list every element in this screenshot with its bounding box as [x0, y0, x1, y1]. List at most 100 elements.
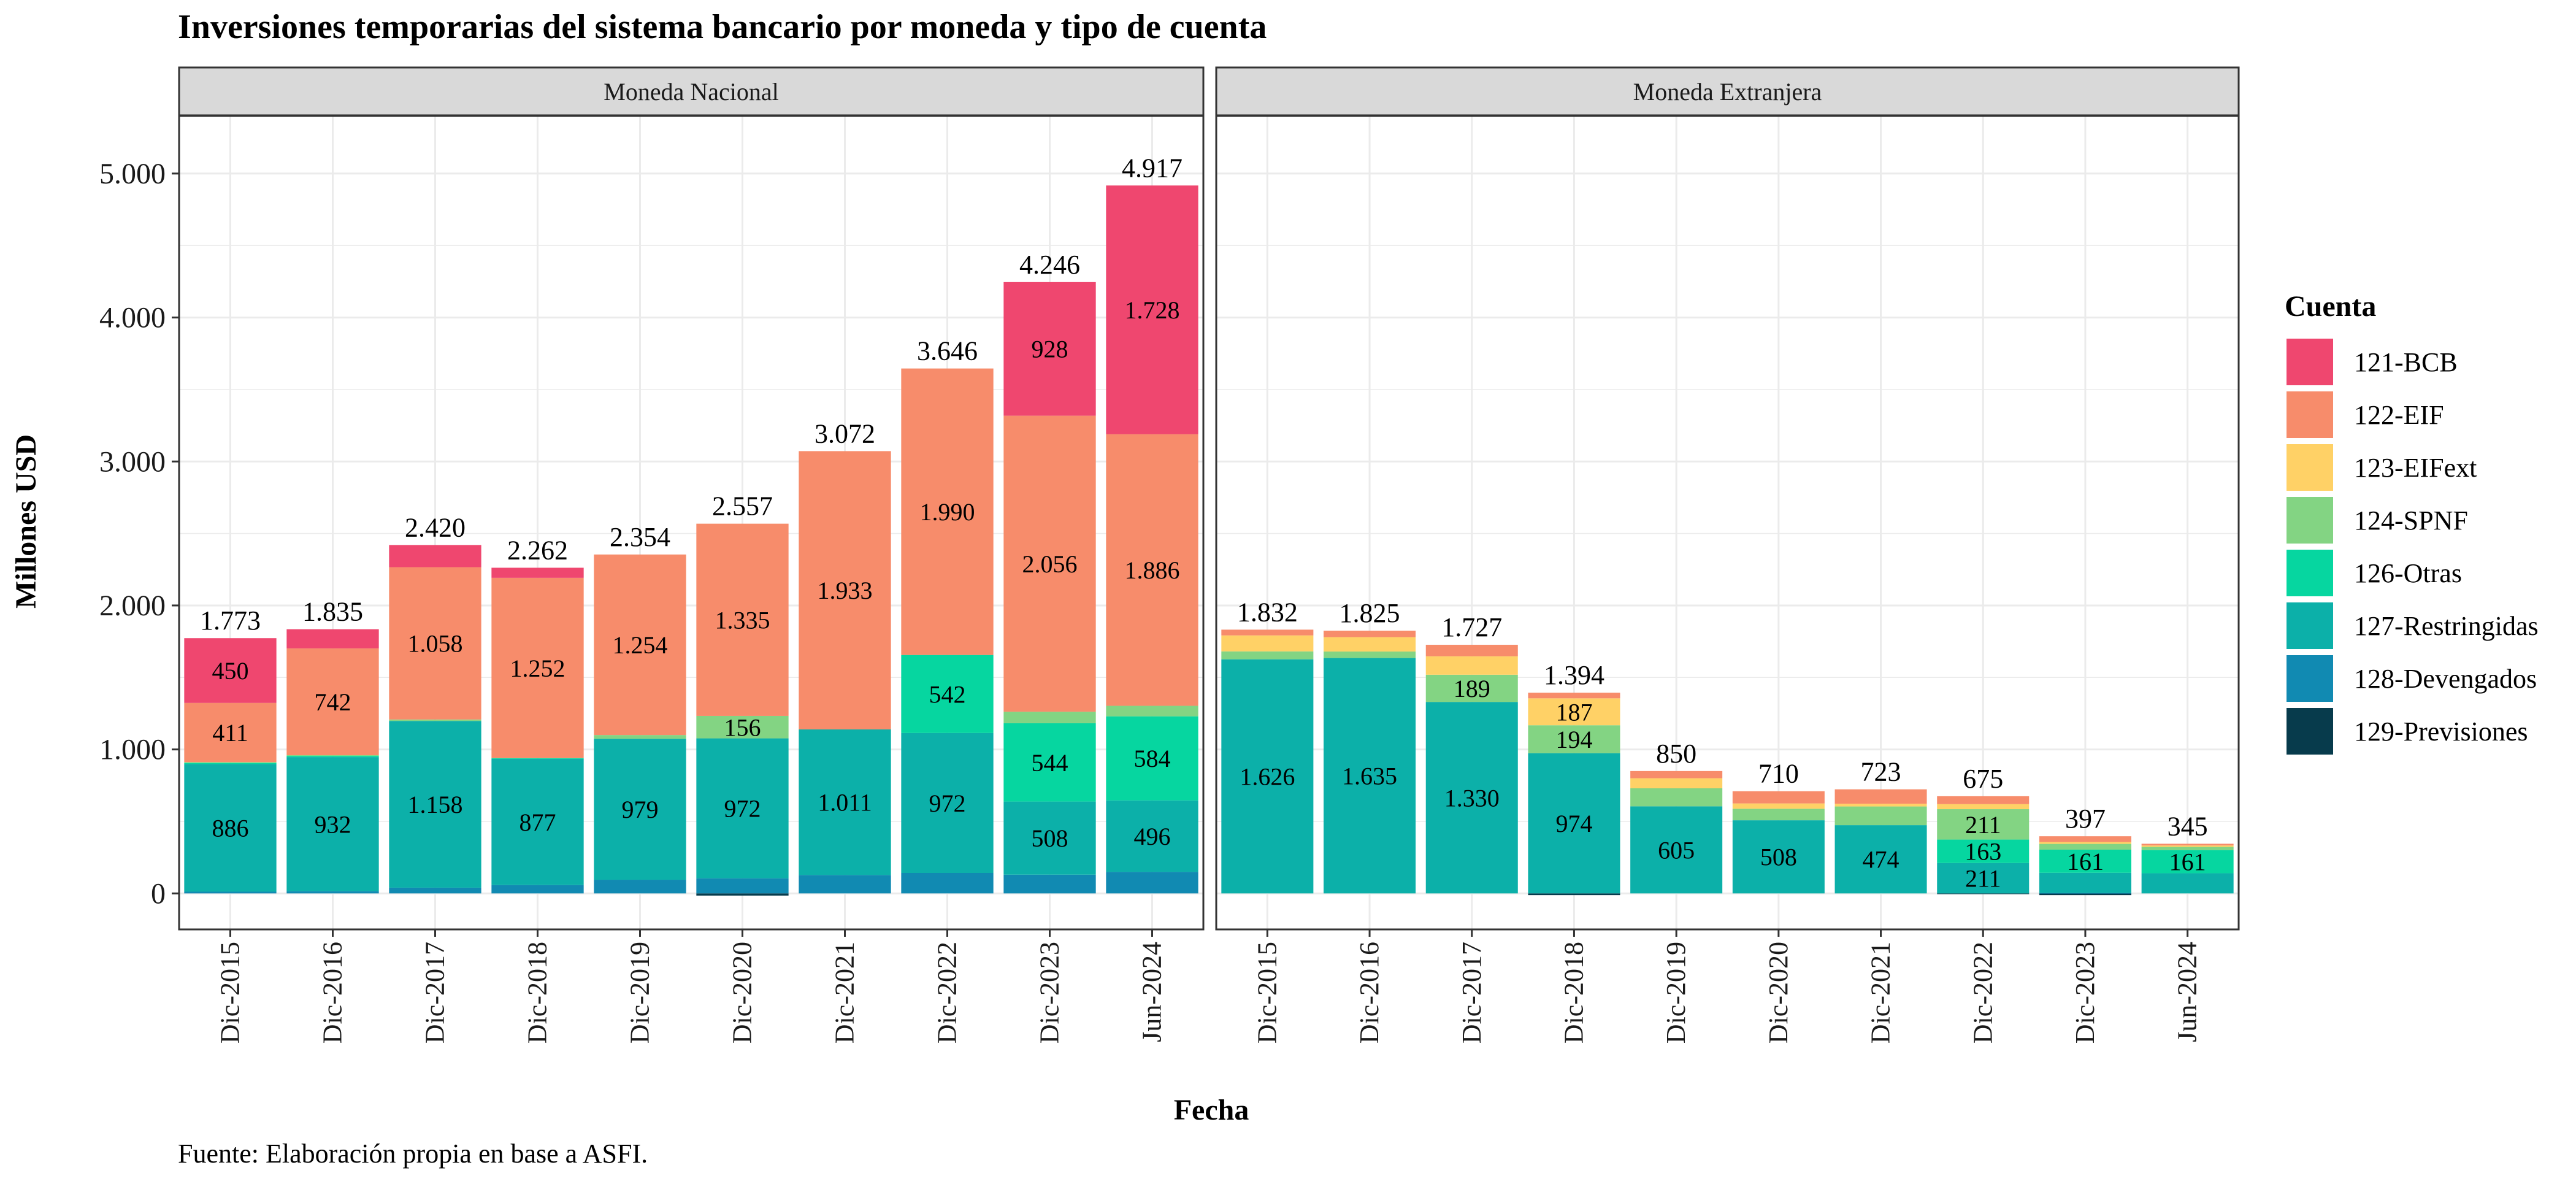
panel-strip [178, 66, 1205, 117]
legend-swatch [2287, 550, 2333, 596]
bar-segment [2039, 842, 2131, 844]
x-tick-label: Dic-2022 [932, 942, 962, 1044]
segment-value-label: 187 [1555, 698, 1592, 726]
segment-value-label: 2.056 [1022, 550, 1078, 578]
bar-segment [594, 739, 686, 880]
legend-label: 127-Restringidas [2354, 611, 2539, 641]
x-tick-label: Dic-2023 [1035, 942, 1065, 1044]
x-tick-label: Jun-2024 [1137, 942, 1167, 1042]
bar-segment [901, 655, 994, 733]
bar-segment [389, 567, 481, 720]
legend-item: 126-Otras [2287, 550, 2462, 596]
panel-moneda-extranjera: Moneda Extranjera 1.626 1.832 Dic-2015 1.635… [1215, 66, 2240, 1044]
segment-value-label: 877 [519, 809, 556, 836]
bar-segment [1630, 806, 1723, 894]
x-tick-label: Dic-2022 [1968, 942, 1998, 1044]
bar-segment [184, 763, 277, 764]
legend: Cuenta 121-BCB122-EIF123-EIFext124-SPNF1… [2285, 290, 2539, 755]
legend-item: 121-BCB [2287, 339, 2458, 385]
bar-stack-dic-2015: 1.626 1.832 [1221, 597, 1314, 894]
bar-segment [1630, 788, 1723, 807]
bar-segment [286, 756, 379, 758]
bar-segment [1324, 631, 1416, 637]
bar-segment [1834, 789, 1927, 804]
bar-segment [901, 732, 994, 874]
bar-stack-dic-2023: 508 544 2.056 928 4.246 [1003, 250, 1096, 894]
bar-segment [491, 758, 584, 885]
legend-label: 121-BCB [2354, 347, 2458, 377]
bar-segment [2039, 893, 2131, 896]
segment-value-label: 211 [1965, 811, 2001, 839]
bar-stack-dic-2023: 161 397 [2039, 804, 2131, 896]
bar-segment [1834, 825, 1927, 894]
x-tick-label: Dic-2016 [1354, 942, 1384, 1044]
bar-stack-dic-2021: 474 723 [1834, 757, 1927, 894]
bar-segment [696, 523, 789, 716]
chart-title: Inversiones temporarias del sistema banc… [178, 8, 1267, 46]
bar-segment [1003, 712, 1096, 723]
bar-segment [1937, 839, 2030, 863]
segment-value-label: 605 [1658, 836, 1695, 864]
bar-segment [1732, 820, 1825, 894]
x-tick-label: Dic-2023 [2070, 942, 2100, 1044]
bar-segment [491, 577, 584, 758]
x-tick-label: Dic-2021 [830, 942, 860, 1044]
bar-segment [389, 545, 481, 567]
legend-label: 124-SPNF [2354, 506, 2468, 536]
panel-strip-label: Moneda Extranjera [1633, 78, 1822, 106]
bar-segment [799, 875, 891, 894]
segment-value-label: 1.252 [510, 655, 565, 682]
x-tick-label: Dic-2020 [727, 942, 757, 1044]
bar-stack-dic-2016: 1.635 1.825 [1324, 598, 1416, 894]
bar-segment [1425, 702, 1518, 894]
bar-segment [1630, 778, 1723, 789]
legend-item: 122-EIF [2287, 391, 2444, 438]
bar-segment [1003, 415, 1096, 712]
bar-segment [1528, 698, 1620, 726]
bar-segment [1106, 716, 1198, 801]
bar-segment [286, 629, 379, 648]
bar-segment [1937, 809, 2030, 840]
chart-panels: Moneda Nacional 886 411 450 1.773 Dic-2015 932… [99, 66, 2240, 1044]
segment-value-label: 508 [1032, 825, 1068, 852]
bar-segment [2141, 844, 2234, 846]
bar-segment [696, 715, 789, 739]
segment-value-label: 1.728 [1125, 296, 1180, 324]
bar-segment [1106, 434, 1198, 706]
legend-swatch [2287, 391, 2333, 438]
bar-segment [1003, 874, 1096, 894]
bar-segment [1221, 659, 1314, 894]
bar-segment [1324, 658, 1416, 894]
panel-border [178, 115, 1205, 931]
segment-value-label: 1.058 [408, 630, 463, 658]
bar-segment [389, 721, 481, 888]
segment-value-label: 1.011 [818, 789, 872, 817]
segment-value-label: 1.254 [613, 631, 668, 659]
bar-segment [491, 567, 584, 578]
bar-segment [1937, 863, 2030, 894]
bar-segment [1221, 651, 1314, 659]
segment-value-label: 163 [1965, 838, 2001, 866]
bar-segment [1732, 791, 1825, 804]
bar-segment [1834, 804, 1927, 807]
legend-item: 129-Previsiones [2287, 708, 2528, 755]
bar-total-label: 3.646 [917, 336, 978, 366]
bar-segment [1528, 693, 1620, 699]
legend-items: 121-BCB 122-EIF 123-EIFext 124-SPNF 126-Otra… [2287, 339, 2539, 755]
segment-value-label: 928 [1032, 336, 1068, 363]
legend-label: 129-Previsiones [2354, 717, 2528, 747]
segment-value-label: 194 [1555, 726, 1592, 753]
segment-value-label: 189 [1454, 675, 1490, 702]
bar-total-label: 1.394 [1544, 660, 1604, 690]
x-tick-label: Dic-2019 [1661, 942, 1691, 1044]
bar-total-label: 1.773 [200, 605, 261, 636]
y-tick-label: 1.000 [99, 734, 166, 766]
bar-segment [1528, 725, 1620, 753]
bar-stack-dic-2020: 508 710 [1732, 759, 1825, 894]
bar-segment [1528, 893, 1620, 896]
bar-stack-dic-2015: 886 411 450 1.773 [184, 605, 277, 894]
bar-segment [1106, 872, 1198, 894]
bar-stack-dic-2018: 877 1.252 2.262 [491, 535, 584, 894]
y-tick-label: 0 [151, 877, 166, 910]
